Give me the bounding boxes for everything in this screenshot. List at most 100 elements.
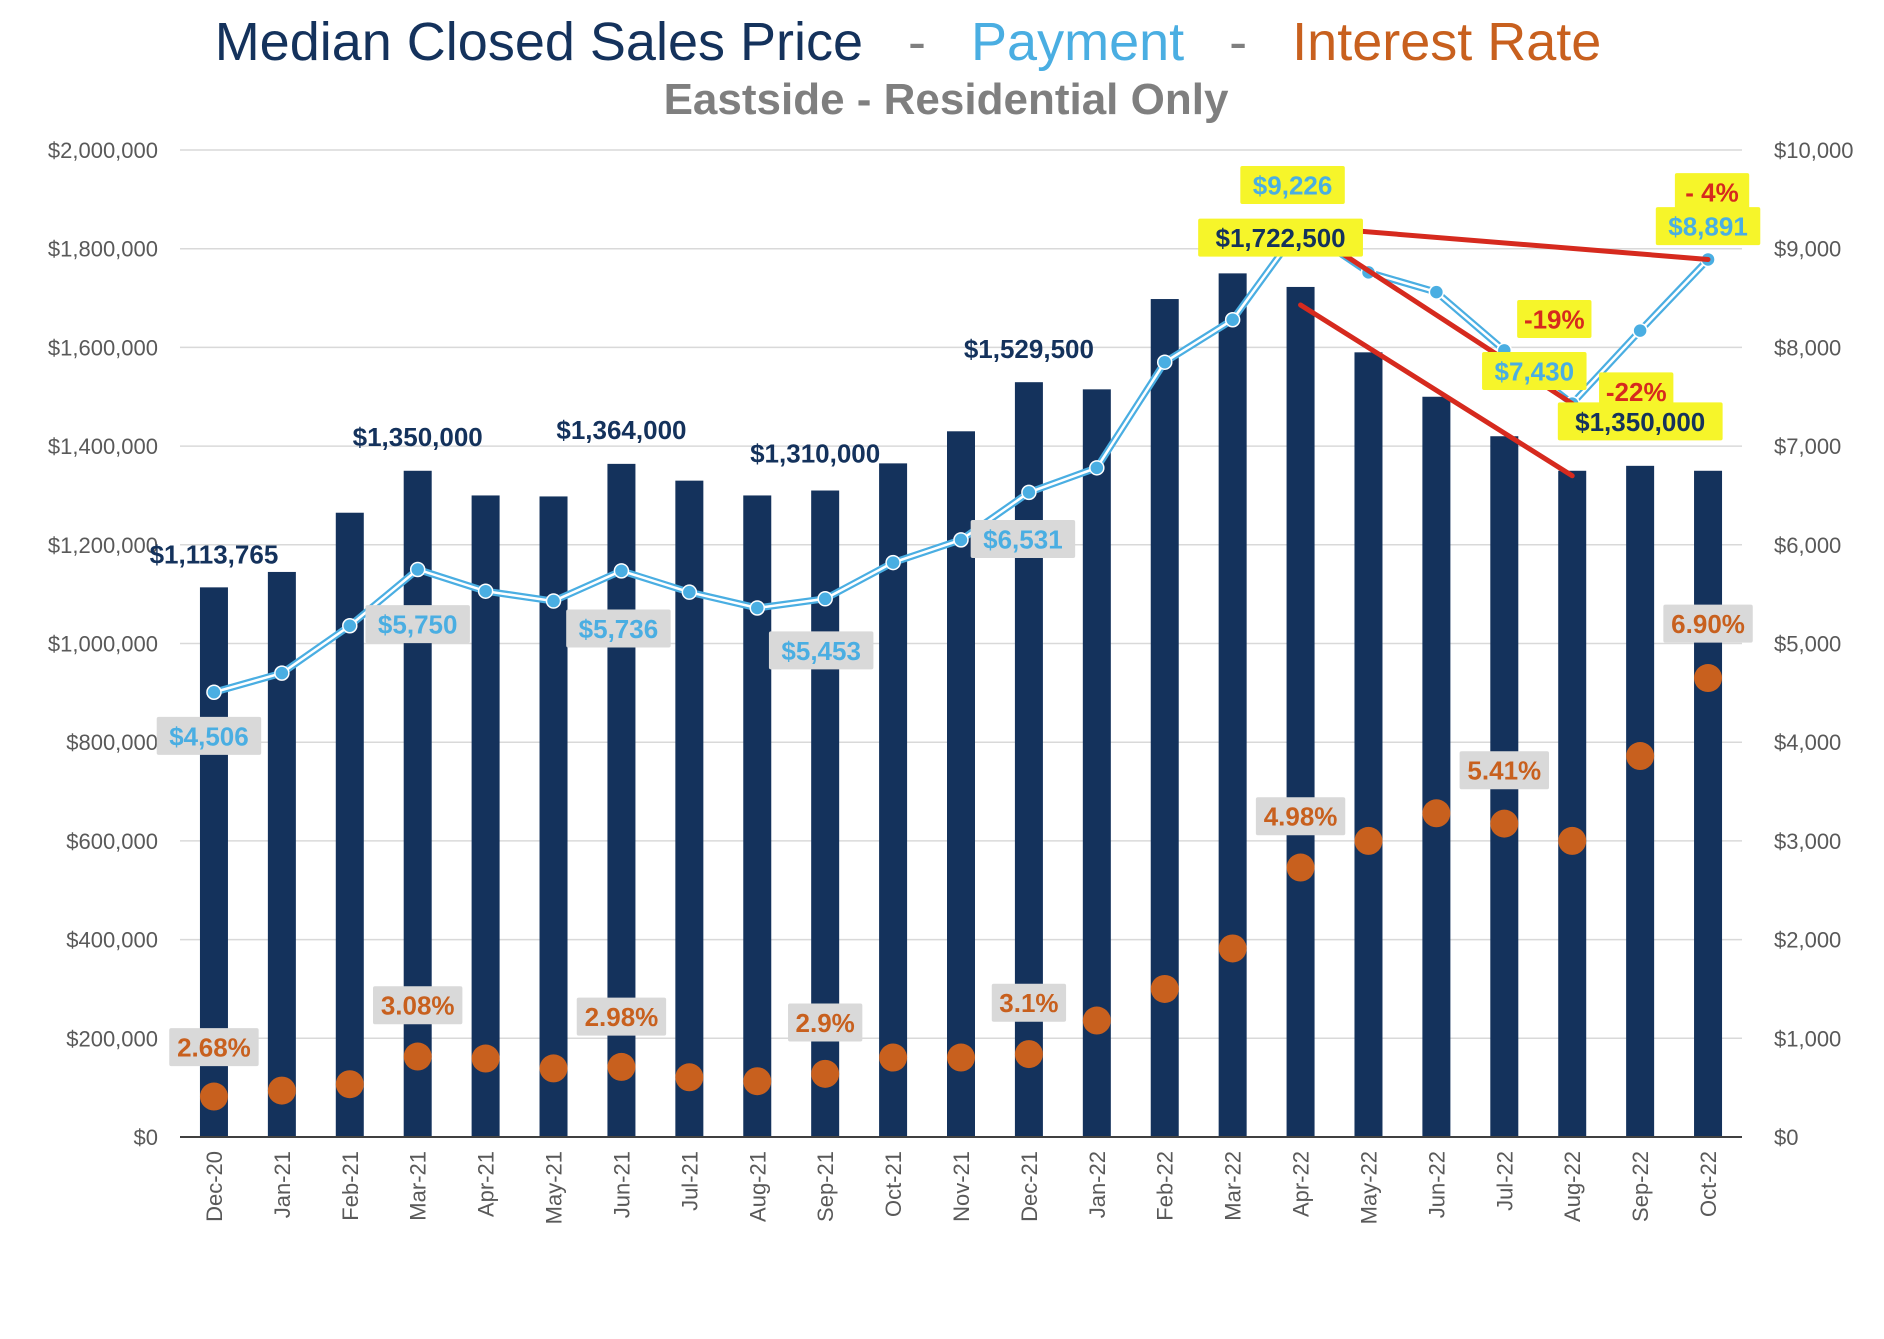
price-bar	[743, 495, 772, 1137]
rate-point	[947, 1043, 975, 1072]
price-label: $1,364,000	[556, 415, 686, 445]
payment-label-group: $4,506	[156, 716, 262, 755]
payment-point	[613, 563, 630, 579]
right-tick-label: $1,000	[1774, 1026, 1841, 1051]
price-label: $1,310,000	[750, 439, 880, 469]
payment-label-group: $5,736	[566, 609, 671, 648]
payment-point	[206, 684, 222, 701]
x-tick-label: May-22	[1356, 1151, 1381, 1224]
payment-point	[1021, 484, 1037, 501]
title-sep-2: -	[1229, 12, 1247, 72]
right-tick-label: $4,000	[1774, 730, 1841, 755]
x-tick-label: Sep-22	[1628, 1151, 1653, 1222]
x-tick-label: Jun-22	[1424, 1151, 1449, 1218]
price-bar	[1626, 465, 1655, 1138]
change-annotation-group: - 4%	[1674, 173, 1750, 212]
right-tick-label: $0	[1774, 1125, 1798, 1150]
rate-point	[335, 1070, 364, 1099]
rate-label: 2.68%	[177, 1033, 251, 1063]
payment-point	[545, 593, 562, 609]
price-bar	[539, 496, 568, 1137]
x-tick-label: Jul-21	[677, 1151, 702, 1211]
rate-point	[267, 1076, 296, 1105]
change-annotation: - 4%	[1685, 177, 1738, 207]
rate-point	[1150, 974, 1179, 1003]
payment-label-background	[1482, 352, 1587, 391]
left-tick-label: $200,000	[66, 1026, 158, 1051]
payment-point	[409, 561, 426, 578]
x-tick-label: Mar-22	[1221, 1151, 1246, 1221]
rate-point	[811, 1059, 840, 1088]
change-annotation-background	[1517, 300, 1592, 339]
price-bar	[675, 480, 704, 1137]
x-tick-label: Nov-21	[949, 1151, 974, 1222]
payment-label-group: $7,430	[1482, 352, 1587, 391]
data-labels: $1,113,765 $1,350,000 $1,364,000 $1,310,000…	[150, 166, 1761, 1067]
rate-points	[199, 664, 1723, 1111]
payment-label-background	[768, 631, 874, 670]
rate-label-background	[1255, 797, 1346, 836]
left-tick-label: $400,000	[66, 928, 158, 953]
change-annotation: -22%	[1606, 377, 1667, 407]
price-label: $1,350,000	[353, 422, 483, 452]
change-annotation-group: -22%	[1599, 372, 1674, 411]
x-tick-label: Jun-21	[609, 1151, 634, 1218]
rate-label: 3.1%	[999, 988, 1058, 1018]
price-label: $1,529,500	[964, 334, 1094, 364]
x-tick-label: Dec-21	[1017, 1151, 1042, 1222]
x-tick-label: Aug-21	[745, 1151, 770, 1222]
price-label-background	[1557, 402, 1723, 441]
rate-label: 2.98%	[585, 1002, 659, 1032]
payment-point	[681, 584, 698, 600]
x-tick-label: Apr-22	[1289, 1151, 1314, 1217]
rate-point	[743, 1067, 772, 1096]
payment-label: $8,891	[1668, 211, 1748, 241]
payment-label-group: $5,750	[365, 605, 470, 644]
right-tick-label: $5,000	[1774, 632, 1841, 657]
trend-line-payment-oct	[1298, 223, 1711, 262]
payment-label-background	[970, 520, 1076, 559]
price-bar	[947, 431, 975, 1137]
rate-label: 3.08%	[381, 991, 455, 1021]
price-bar	[471, 495, 500, 1137]
x-tick-label: Aug-22	[1560, 1151, 1585, 1222]
change-annotation-background	[1674, 173, 1750, 212]
rate-point	[1626, 742, 1655, 771]
title-sep-1: -	[908, 12, 926, 72]
payment-point	[1632, 322, 1648, 339]
price-bar	[879, 463, 908, 1137]
rate-label: 6.90%	[1671, 609, 1745, 639]
rate-label-group: 6.90%	[1663, 604, 1753, 643]
rate-label-background	[576, 997, 667, 1036]
left-tick-label: $0	[134, 1125, 158, 1150]
chart-title: Median Closed Sales Price - Payment - In…	[215, 12, 1602, 72]
right-tick-label: $10,000	[1774, 138, 1854, 163]
x-tick-label: Jan-22	[1085, 1151, 1110, 1218]
payment-point	[1156, 354, 1173, 370]
x-tick-label: Dec-20	[202, 1151, 227, 1222]
left-tick-label: $1,600,000	[48, 335, 158, 360]
price-bar	[1422, 396, 1451, 1137]
rate-label-background	[169, 1028, 259, 1067]
price-label: $1,722,500	[1215, 223, 1345, 253]
rate-label: 4.98%	[1264, 802, 1338, 832]
rate-label-background	[372, 986, 463, 1025]
trend-line-price-aug	[1298, 302, 1575, 479]
right-tick-label: $9,000	[1774, 237, 1841, 262]
rate-point	[1422, 799, 1451, 828]
left-tick-label: $1,800,000	[48, 237, 158, 262]
rate-label: 2.9%	[796, 1008, 855, 1038]
title-payment: Payment	[971, 12, 1184, 72]
price-bar	[1286, 286, 1315, 1137]
x-tick-label: Mar-21	[406, 1151, 431, 1221]
title-price: Median Closed Sales Price	[215, 12, 863, 72]
price-bar	[1218, 273, 1247, 1137]
rate-label-group: 2.98%	[576, 997, 667, 1036]
rate-point	[1558, 826, 1587, 855]
rate-label-group: 3.08%	[372, 986, 463, 1025]
rate-point	[1286, 853, 1315, 882]
rate-point	[675, 1063, 704, 1092]
rate-point	[607, 1052, 636, 1081]
left-tick-label: $600,000	[66, 829, 158, 854]
